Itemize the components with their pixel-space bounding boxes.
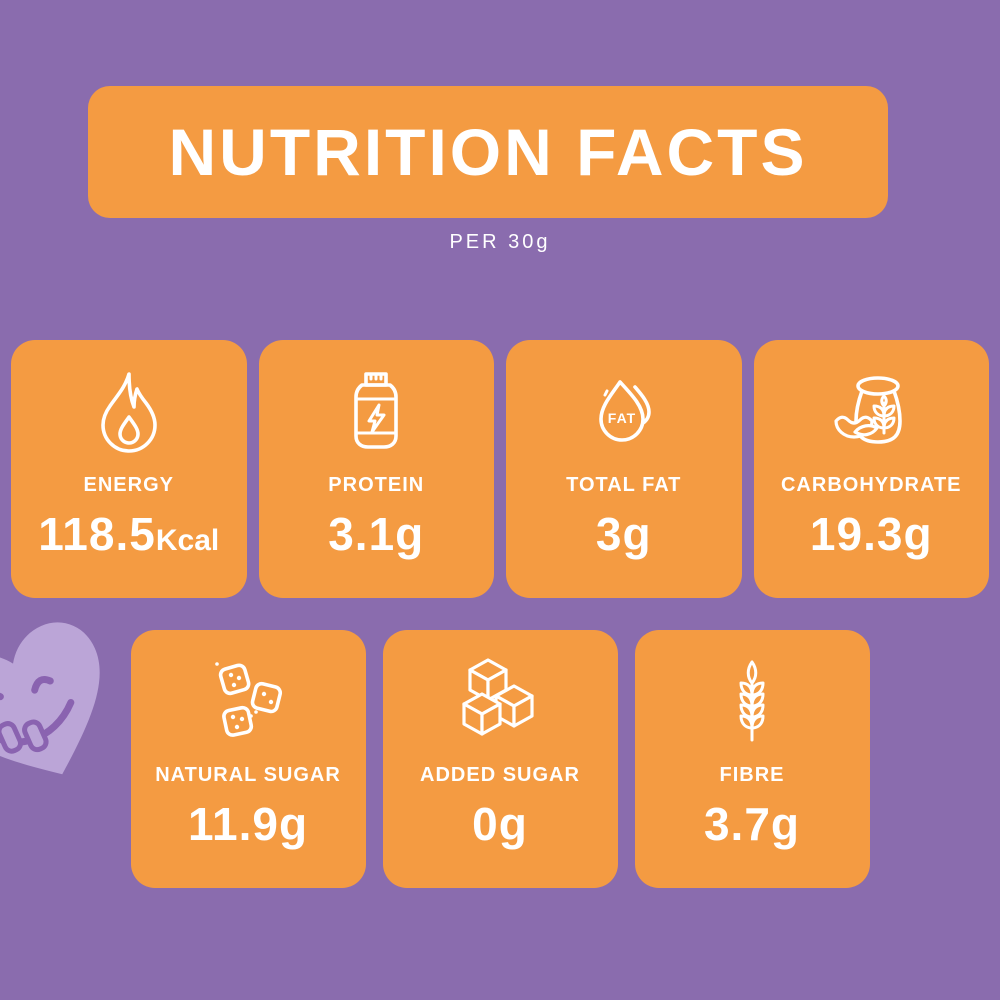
heart-body bbox=[0, 622, 100, 775]
card-added-sugar: ADDED SUGAR 0g bbox=[382, 630, 618, 888]
card-label: FIBRE bbox=[719, 764, 785, 786]
mascot-tooth bbox=[0, 721, 23, 754]
card-energy: ENERGY 118.5Kcal bbox=[11, 340, 247, 598]
card-value: 3.7g bbox=[703, 798, 801, 850]
card-total-fat: FAT TOTAL FAT 3g bbox=[506, 340, 742, 598]
wheat-ear-icon bbox=[700, 650, 804, 754]
card-unit: g bbox=[395, 508, 425, 560]
card-unit: g bbox=[622, 508, 652, 560]
flame-icon bbox=[77, 360, 181, 464]
card-unit: g bbox=[278, 798, 309, 850]
mascot-tooth bbox=[22, 719, 49, 753]
card-value: 0g bbox=[472, 798, 528, 850]
card-protein: PROTEIN 3.1g bbox=[258, 340, 494, 598]
flour-sack-icon bbox=[819, 360, 923, 464]
card-value: 118.5Kcal bbox=[38, 508, 220, 560]
fat-icon-text: FAT bbox=[608, 410, 636, 426]
card-label: ENERGY bbox=[83, 474, 174, 496]
card-label: NATURAL SUGAR bbox=[155, 764, 341, 786]
card-label: CARBOHYDRATE bbox=[780, 474, 962, 496]
card-natural-sugar: NATURAL SUGAR 11.9g bbox=[130, 630, 366, 888]
mascot-right-eye bbox=[31, 676, 54, 694]
nutrition-cards-row-2: NATURAL SUGAR 11.9g bbox=[0, 630, 1000, 888]
protein-jar-icon bbox=[324, 360, 428, 464]
card-unit: g bbox=[770, 798, 801, 850]
page-title: NUTRITION FACTS bbox=[168, 115, 808, 189]
sugar-dice-icon bbox=[196, 650, 300, 754]
card-unit: g bbox=[498, 798, 528, 850]
card-unit: g bbox=[903, 508, 933, 560]
card-value: 11.9g bbox=[187, 798, 309, 850]
cube-right bbox=[494, 684, 534, 728]
sugar-cubes-icon bbox=[448, 650, 552, 754]
card-fibre: FIBRE 3.7g bbox=[634, 630, 870, 888]
title-banner: NUTRITION FACTS bbox=[88, 86, 888, 218]
heart-mascot bbox=[0, 622, 100, 775]
card-label: PROTEIN bbox=[328, 474, 425, 496]
card-value: 3.1g bbox=[328, 508, 425, 560]
card-unit: Kcal bbox=[155, 524, 220, 557]
card-carbohydrate: CARBOHYDRATE 19.3g bbox=[753, 340, 989, 598]
nutrition-cards-row-1: ENERGY 118.5Kcal PROTEIN 3.1g FAT TOTAL … bbox=[11, 340, 989, 598]
card-label: ADDED SUGAR bbox=[420, 764, 580, 786]
card-label: TOTAL FAT bbox=[566, 474, 682, 496]
serving-size-label: PER 30g bbox=[449, 231, 551, 253]
cube-front-left bbox=[462, 692, 502, 736]
card-value: 3g bbox=[595, 508, 652, 560]
fat-droplet-icon: FAT bbox=[572, 360, 676, 464]
card-value: 19.3g bbox=[809, 508, 933, 560]
